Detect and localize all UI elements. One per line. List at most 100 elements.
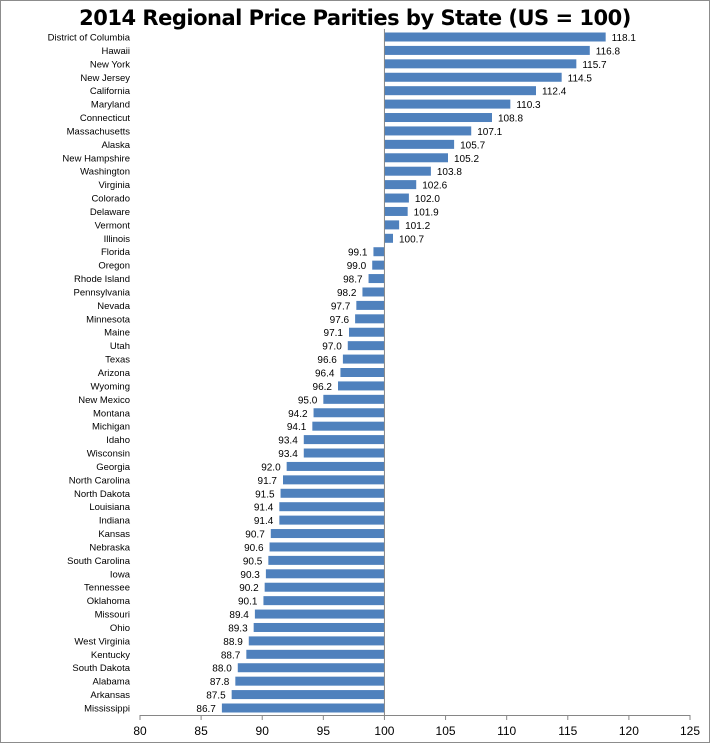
category-label: Florida xyxy=(101,247,131,258)
data-label: 90.1 xyxy=(238,597,258,608)
bar xyxy=(303,435,385,445)
category-label: Missouri xyxy=(95,610,130,621)
bar xyxy=(356,300,385,310)
bar xyxy=(269,542,385,552)
data-label: 91.7 xyxy=(258,476,278,487)
data-label: 97.7 xyxy=(331,301,351,312)
data-label: 97.1 xyxy=(324,328,344,339)
bar xyxy=(384,206,408,216)
bar xyxy=(237,663,385,673)
data-label: 94.1 xyxy=(287,422,307,433)
bar xyxy=(283,475,385,485)
category-label: California xyxy=(90,86,131,97)
bar xyxy=(384,113,492,123)
data-label: 90.7 xyxy=(245,530,265,541)
data-label: 105.2 xyxy=(454,154,479,165)
category-label: Arkansas xyxy=(90,690,130,701)
bar xyxy=(265,569,385,579)
category-label: Virginia xyxy=(98,180,130,191)
data-label: 98.7 xyxy=(343,275,363,286)
category-label: Wisconsin xyxy=(87,449,130,460)
data-label: 93.4 xyxy=(278,436,298,447)
category-label: Illinois xyxy=(104,234,131,245)
bar xyxy=(384,126,472,136)
data-label: 88.7 xyxy=(221,650,241,661)
bar xyxy=(372,260,385,270)
data-label: 91.5 xyxy=(255,489,275,500)
bar xyxy=(342,354,385,364)
category-label: New Jersey xyxy=(80,73,130,84)
category-label: Utah xyxy=(110,341,130,352)
category-label: North Carolina xyxy=(69,475,131,486)
bar xyxy=(253,622,385,632)
category-label: Mississippi xyxy=(84,704,130,715)
data-label: 87.5 xyxy=(206,691,226,702)
data-label: 95.0 xyxy=(298,395,318,406)
data-label: 101.2 xyxy=(405,221,430,232)
category-label: South Dakota xyxy=(72,663,130,674)
category-label: Georgia xyxy=(96,462,131,473)
category-label: Texas xyxy=(105,355,130,366)
x-tick-label: 120 xyxy=(619,724,639,738)
category-label: Vermont xyxy=(95,220,131,231)
bar xyxy=(347,341,385,351)
category-label: Arizona xyxy=(98,368,131,379)
bar xyxy=(254,609,385,619)
category-label: Washington xyxy=(80,167,130,178)
x-tick-label: 90 xyxy=(256,724,270,738)
category-label: Massachusetts xyxy=(67,126,131,137)
bar xyxy=(279,515,385,525)
data-label: 105.7 xyxy=(460,140,485,151)
category-label: Michigan xyxy=(92,422,130,433)
category-label: Nevada xyxy=(97,301,130,312)
category-label: New Mexico xyxy=(78,395,130,406)
bar xyxy=(384,153,448,163)
bar xyxy=(384,99,511,109)
bar xyxy=(368,274,385,284)
bar xyxy=(384,180,417,190)
data-label: 114.5 xyxy=(568,73,593,84)
data-label: 93.4 xyxy=(278,449,298,460)
data-label: 92.0 xyxy=(261,462,281,473)
category-label: New Hampshire xyxy=(62,153,130,164)
bar xyxy=(355,314,385,324)
category-label: South Carolina xyxy=(67,556,131,567)
data-label: 94.2 xyxy=(288,409,308,420)
data-label: 107.1 xyxy=(477,127,502,138)
bar xyxy=(270,529,385,539)
bar xyxy=(384,233,393,243)
bar xyxy=(231,690,385,700)
x-tick-label: 125 xyxy=(680,724,700,738)
category-label: Ohio xyxy=(110,623,130,634)
data-label: 98.2 xyxy=(337,288,357,299)
bar xyxy=(313,408,385,418)
bar xyxy=(268,555,385,565)
data-label: 91.4 xyxy=(254,503,274,514)
category-label: Kansas xyxy=(98,529,130,540)
data-label: 101.9 xyxy=(414,207,439,218)
category-label: Nebraska xyxy=(89,542,130,553)
bar xyxy=(280,488,385,498)
bar xyxy=(279,502,385,512)
bar xyxy=(384,32,606,42)
category-label: New York xyxy=(90,59,130,70)
category-label: Iowa xyxy=(110,569,131,580)
data-label: 96.2 xyxy=(313,382,333,393)
bar xyxy=(384,59,577,69)
category-label: Tennessee xyxy=(84,583,130,594)
category-label: Minnesota xyxy=(86,314,131,325)
data-label: 90.2 xyxy=(239,583,259,594)
data-label: 110.3 xyxy=(516,100,541,111)
category-label: North Dakota xyxy=(74,489,131,500)
category-label: Connecticut xyxy=(80,113,131,124)
bar xyxy=(338,381,385,391)
category-label: Louisiana xyxy=(89,502,130,513)
category-label: Alaska xyxy=(101,140,130,151)
bar xyxy=(362,287,385,297)
bar xyxy=(221,703,385,713)
category-label: Pennsylvania xyxy=(73,287,130,298)
bar xyxy=(373,247,385,257)
data-label: 90.5 xyxy=(243,556,263,567)
bar xyxy=(323,394,385,404)
